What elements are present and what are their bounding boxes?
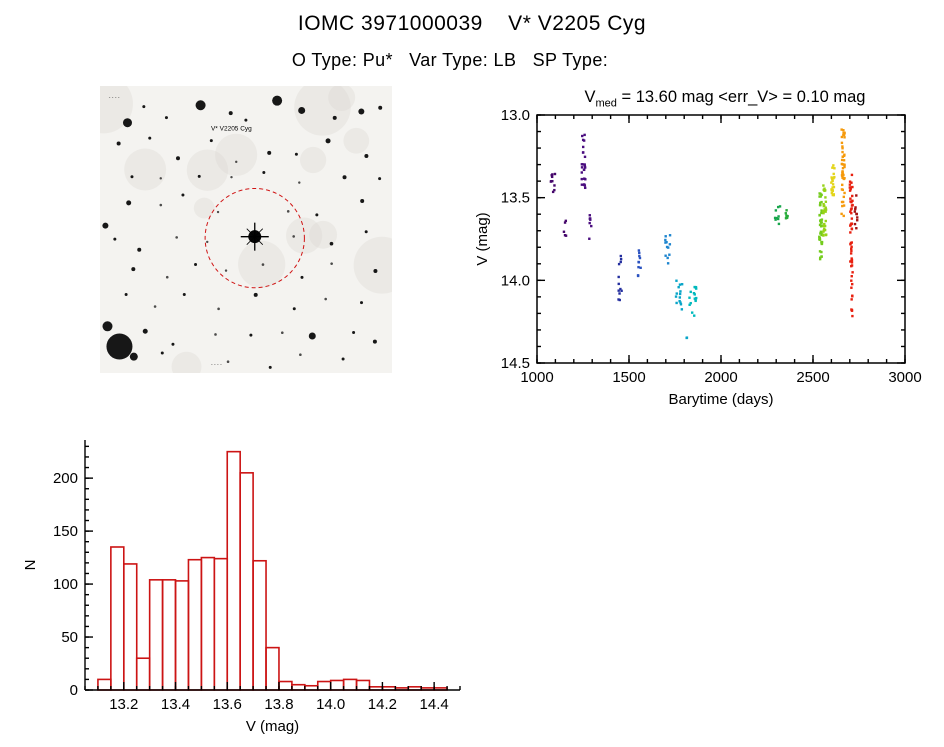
vmed-prefix: V [584, 88, 596, 106]
finder-chart: V* V2205 Cyg - - - - - - - - [100, 86, 392, 373]
svg-text:1000: 1000 [520, 369, 553, 386]
svg-text:50: 50 [61, 629, 78, 646]
svg-text:14.0: 14.0 [501, 272, 530, 289]
svg-text:14.5: 14.5 [501, 355, 530, 372]
histogram-bars [97, 450, 448, 691]
svg-text:13.6: 13.6 [213, 696, 242, 713]
svg-text:13.2: 13.2 [109, 696, 138, 713]
svg-text:14.4: 14.4 [420, 696, 449, 713]
axis-labels: 13.2 13.4 13.6 13.8 14.0 14.2 14.4 0 50 100 150 200… [22, 470, 449, 735]
lightcurve-title: Vmed = 13.60 mag <err_V> = 0.10 mag [505, 88, 944, 109]
y-axis-label: N [22, 560, 39, 571]
svg-text:200: 200 [53, 470, 78, 487]
axes [84, 445, 461, 691]
hist-axes [84, 440, 460, 691]
page-subtitle: O Type: Pu* Var Type: LB SP Type: [291, 50, 609, 70]
lightcurve-plot: 1000 1500 2000 2500 3000 13.0 13.5 14.0 14.5 Bary… [474, 107, 922, 408]
vmed-subscript: med [595, 97, 617, 110]
svg-text:14.0: 14.0 [316, 696, 345, 713]
y-axis-label: V (mag) [474, 212, 491, 265]
svg-text:13.0: 13.0 [501, 107, 530, 124]
svg-text:14.2: 14.2 [368, 696, 397, 713]
vmed-rest: = 13.60 mag <err_V> = 0.10 mag [616, 88, 866, 106]
finder-stars [102, 95, 383, 369]
svg-text:2500: 2500 [796, 369, 829, 386]
aperture-circle [204, 187, 305, 289]
axis-labels: 1000 1500 2000 2500 3000 13.0 13.5 14.0 14.5 Bary… [474, 107, 922, 408]
svg-text:150: 150 [53, 523, 78, 540]
plot-frame [536, 114, 906, 364]
svg-text:13.5: 13.5 [501, 190, 530, 207]
axes [536, 114, 906, 364]
svg-text:13.8: 13.8 [264, 696, 293, 713]
finder-corner-text: - - - - [109, 95, 120, 101]
central-star [240, 222, 269, 251]
x-axis-label: V (mag) [246, 718, 299, 735]
svg-text:2000: 2000 [704, 369, 737, 386]
finder-star-label: V* V2205 Cyg [211, 125, 252, 132]
svg-text:13.4: 13.4 [161, 696, 190, 713]
svg-text:100: 100 [53, 576, 78, 593]
histogram-plot: 13.2 13.4 13.6 13.8 14.0 14.2 14.4 0 50 100 150 200… [22, 440, 461, 735]
svg-text:1500: 1500 [612, 369, 645, 386]
x-axis-label: Barytime (days) [668, 391, 773, 408]
svg-text:3000: 3000 [888, 369, 921, 386]
finder-bottom-text: - - - - [211, 362, 222, 368]
page-title: IOMC 3971000039 V* V2205 Cyg [297, 12, 647, 35]
svg-text:0: 0 [70, 682, 78, 699]
lightcurve-points [549, 128, 859, 340]
